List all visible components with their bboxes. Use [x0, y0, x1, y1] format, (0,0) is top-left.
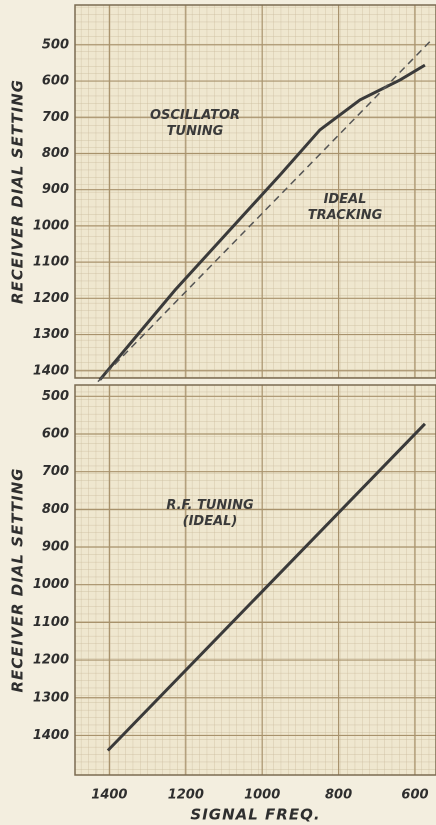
y-tick-label: 1200: [33, 653, 69, 668]
x-axis-label: SIGNAL FREQ.: [190, 806, 320, 824]
plot-border: [74, 4, 436, 379]
plot-border: [74, 384, 436, 776]
series-label: R.F. TUNING (IDEAL): [166, 498, 254, 529]
series-line: [106, 422, 426, 752]
y-axis-label: RECEIVER DIAL SETTING: [9, 79, 27, 304]
minor-grid: [75, 5, 436, 378]
y-tick-label: 800: [42, 502, 69, 517]
series-line: [98, 63, 426, 381]
y-tick-label: 600: [42, 74, 69, 89]
series-label: OSCILLATOR TUNING: [149, 108, 241, 139]
y-tick-label: 600: [42, 426, 69, 441]
y-tick-label: 1400: [33, 363, 69, 378]
y-axis-label: RECEIVER DIAL SETTING: [9, 468, 27, 693]
y-tick-label: 900: [42, 540, 69, 555]
y-tick-label: 500: [42, 37, 69, 52]
y-tick-label: 1300: [33, 690, 69, 705]
y-tick-label: 900: [42, 182, 69, 197]
y-tick-label: 1000: [33, 218, 69, 233]
x-tick-label: 1400: [91, 788, 127, 803]
minor-grid: [75, 385, 436, 775]
y-tick-label: 1100: [33, 615, 69, 630]
series-label: IDEAL TRACKING: [307, 192, 383, 223]
y-tick-label: 500: [42, 389, 69, 404]
y-tick-label: 1200: [33, 291, 69, 306]
y-tick-label: 1400: [33, 728, 69, 743]
y-tick-label: 700: [42, 110, 69, 125]
y-tick-label: 1100: [33, 255, 69, 270]
y-tick-label: 1000: [33, 577, 69, 592]
series-line: [97, 40, 431, 383]
x-tick-label: 1000: [244, 788, 280, 803]
x-tick-label: 800: [325, 788, 352, 803]
x-tick-label: 600: [401, 788, 428, 803]
y-tick-label: 1300: [33, 327, 69, 342]
y-tick-label: 800: [42, 146, 69, 161]
x-tick-label: 1200: [168, 788, 204, 803]
y-tick-label: 700: [42, 464, 69, 479]
